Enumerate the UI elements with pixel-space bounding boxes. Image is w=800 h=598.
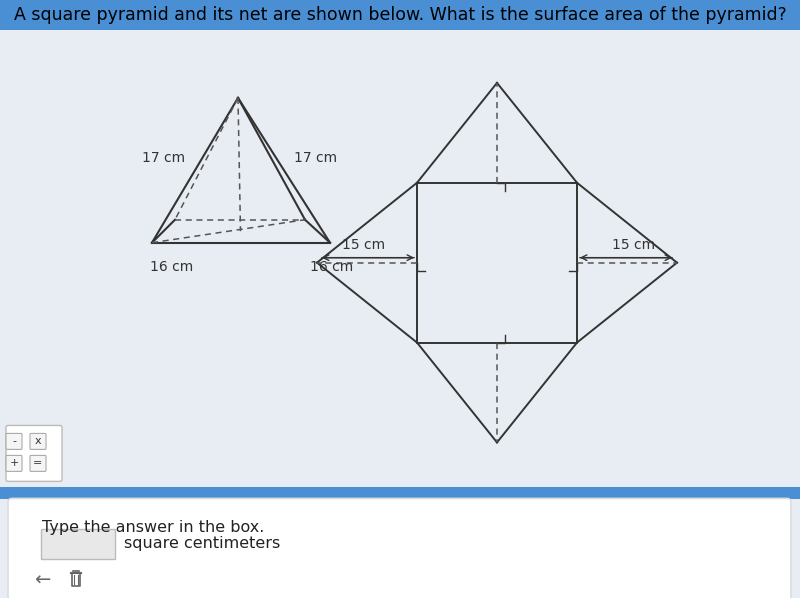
Text: 17 cm: 17 cm [142,151,185,165]
Text: 15 cm: 15 cm [342,237,385,252]
Text: 16 cm: 16 cm [150,260,194,274]
Text: 17 cm: 17 cm [294,151,337,165]
Bar [0,487,800,499]
Text: x: x [34,437,42,447]
Text: 15 cm: 15 cm [612,237,655,252]
FancyBboxPatch shape [30,456,46,471]
FancyBboxPatch shape [8,499,791,598]
FancyBboxPatch shape [6,425,62,481]
FancyBboxPatch shape [6,456,22,471]
Text: ←: ← [34,570,50,590]
Bar [0,0,800,30]
Text: square centimeters: square centimeters [124,536,280,551]
FancyBboxPatch shape [30,434,46,450]
Text: Type the answer in the box.: Type the answer in the box. [42,520,264,535]
Text: 16 cm: 16 cm [310,260,354,274]
Text: +: + [10,459,18,468]
Text: =: = [34,459,42,468]
Text: A square pyramid and its net are shown below. What is the surface area of the py: A square pyramid and its net are shown b… [14,6,786,24]
Text: -: - [12,437,16,447]
FancyBboxPatch shape [6,434,22,450]
FancyBboxPatch shape [41,529,115,559]
